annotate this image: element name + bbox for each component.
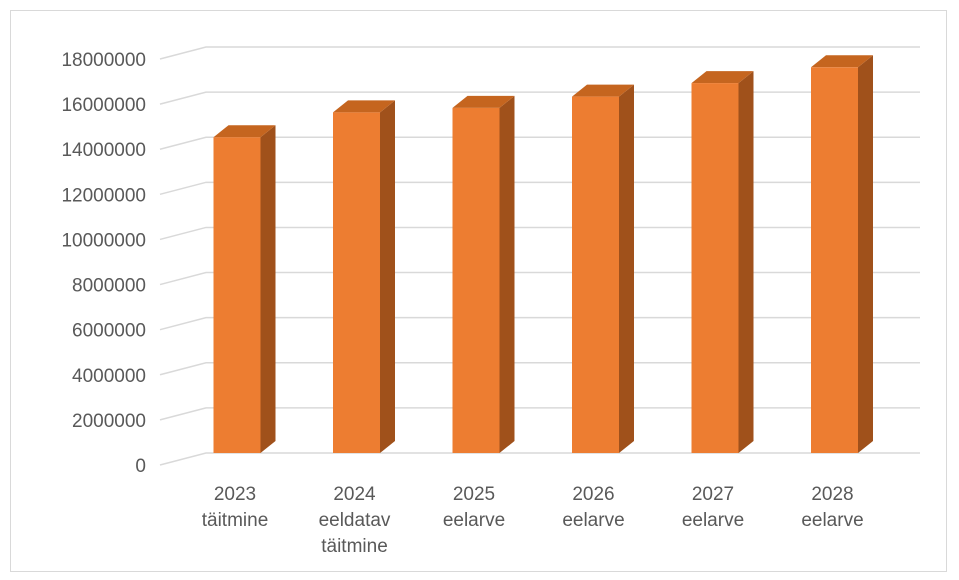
bars bbox=[213, 55, 873, 454]
bar bbox=[333, 100, 395, 454]
y-tick-label: 0 bbox=[135, 456, 146, 477]
x-category-label: 2023 täitmine bbox=[202, 484, 269, 531]
y-tick-label: 18000000 bbox=[61, 50, 146, 71]
y-tick-label: 16000000 bbox=[61, 95, 146, 116]
gridline bbox=[159, 136, 920, 150]
x-category-label: 2025 eelarve bbox=[443, 484, 505, 531]
gridline bbox=[159, 271, 920, 286]
gridline bbox=[159, 316, 920, 331]
bar-front bbox=[213, 137, 261, 453]
bar-side bbox=[738, 71, 754, 453]
bar-top bbox=[333, 100, 395, 113]
bar-side bbox=[260, 125, 276, 453]
y-tick-label: 6000000 bbox=[72, 321, 146, 342]
bar-top bbox=[572, 84, 634, 97]
bar bbox=[452, 95, 515, 454]
bar-front bbox=[333, 112, 380, 454]
y-tick-label: 12000000 bbox=[61, 185, 146, 206]
bar bbox=[811, 55, 873, 454]
bar-side bbox=[499, 95, 515, 454]
y-tick-label: 10000000 bbox=[61, 230, 146, 251]
y-tick-label: 4000000 bbox=[72, 366, 146, 387]
x-category-label: 2028 eelarve bbox=[801, 484, 863, 531]
gridlines bbox=[159, 46, 920, 466]
y-tick-label: 14000000 bbox=[61, 140, 146, 161]
bar-top bbox=[811, 55, 873, 68]
x-category-label: 2024 eeldatav täitmine bbox=[319, 484, 391, 557]
gridline bbox=[159, 407, 920, 421]
bar bbox=[213, 125, 276, 453]
bar-side bbox=[858, 55, 873, 454]
bar-front bbox=[452, 107, 500, 454]
gridline bbox=[159, 362, 920, 376]
y-tick-label: 2000000 bbox=[72, 411, 146, 432]
bar-front bbox=[572, 96, 619, 453]
x-axis-labels: 2023 täitmine 2024 eeldatav täitmine 2025 eela… bbox=[202, 484, 864, 557]
gridline bbox=[159, 226, 920, 241]
x-category-label: 2027 eelarve bbox=[682, 484, 744, 531]
bar-side bbox=[380, 100, 395, 454]
gridline bbox=[159, 91, 920, 105]
gridline bbox=[159, 452, 920, 466]
bar-top bbox=[691, 71, 754, 84]
y-tick-label: 8000000 bbox=[72, 276, 146, 297]
x-category-label: 2026 eelarve bbox=[562, 484, 624, 531]
bar-side bbox=[619, 84, 634, 453]
bar-front bbox=[691, 83, 739, 453]
y-axis-ticks: 0 2000000 4000000 6000000 8000000 10000000 120… bbox=[61, 50, 146, 477]
bar bbox=[572, 84, 634, 453]
bar-top bbox=[452, 95, 515, 108]
gridline bbox=[159, 46, 920, 60]
gridline bbox=[159, 181, 920, 196]
bar-front bbox=[811, 67, 858, 454]
bar-top bbox=[213, 125, 276, 138]
bar bbox=[691, 71, 754, 453]
